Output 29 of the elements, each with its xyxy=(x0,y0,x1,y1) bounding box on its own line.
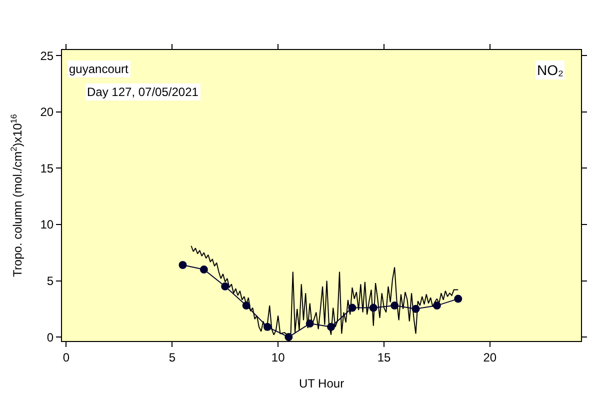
point xyxy=(327,322,336,331)
x-axis-title: UT Hour xyxy=(298,376,344,390)
point xyxy=(390,302,399,310)
x-tick-label: 20 xyxy=(483,350,497,364)
point xyxy=(200,266,208,274)
y-tick-label: 25 xyxy=(40,48,54,63)
y-tick-label: 20 xyxy=(40,105,54,120)
y-tick-label: 5 xyxy=(46,274,54,288)
point xyxy=(369,304,378,312)
point xyxy=(284,333,293,341)
point xyxy=(178,261,187,270)
x-tick-label: 10 xyxy=(271,350,286,364)
x-tick-label: 5 xyxy=(168,350,176,364)
point xyxy=(242,302,250,310)
point xyxy=(306,320,314,328)
y-tick-label: 15 xyxy=(40,161,54,176)
annotation: NO₂ xyxy=(537,62,564,78)
point xyxy=(348,304,356,312)
x-tick-label: 15 xyxy=(377,350,391,364)
x-tick-label: 0 xyxy=(62,350,70,364)
point xyxy=(263,322,272,331)
point xyxy=(221,282,230,290)
y-tick-label: 10 xyxy=(40,218,54,232)
y-tick-label: 0 xyxy=(46,330,54,344)
point xyxy=(412,304,420,313)
point xyxy=(454,294,462,303)
point xyxy=(432,302,441,310)
annotation: guyancourt xyxy=(69,62,130,76)
annotation: Day 127, 07/05/2021 xyxy=(87,85,199,99)
